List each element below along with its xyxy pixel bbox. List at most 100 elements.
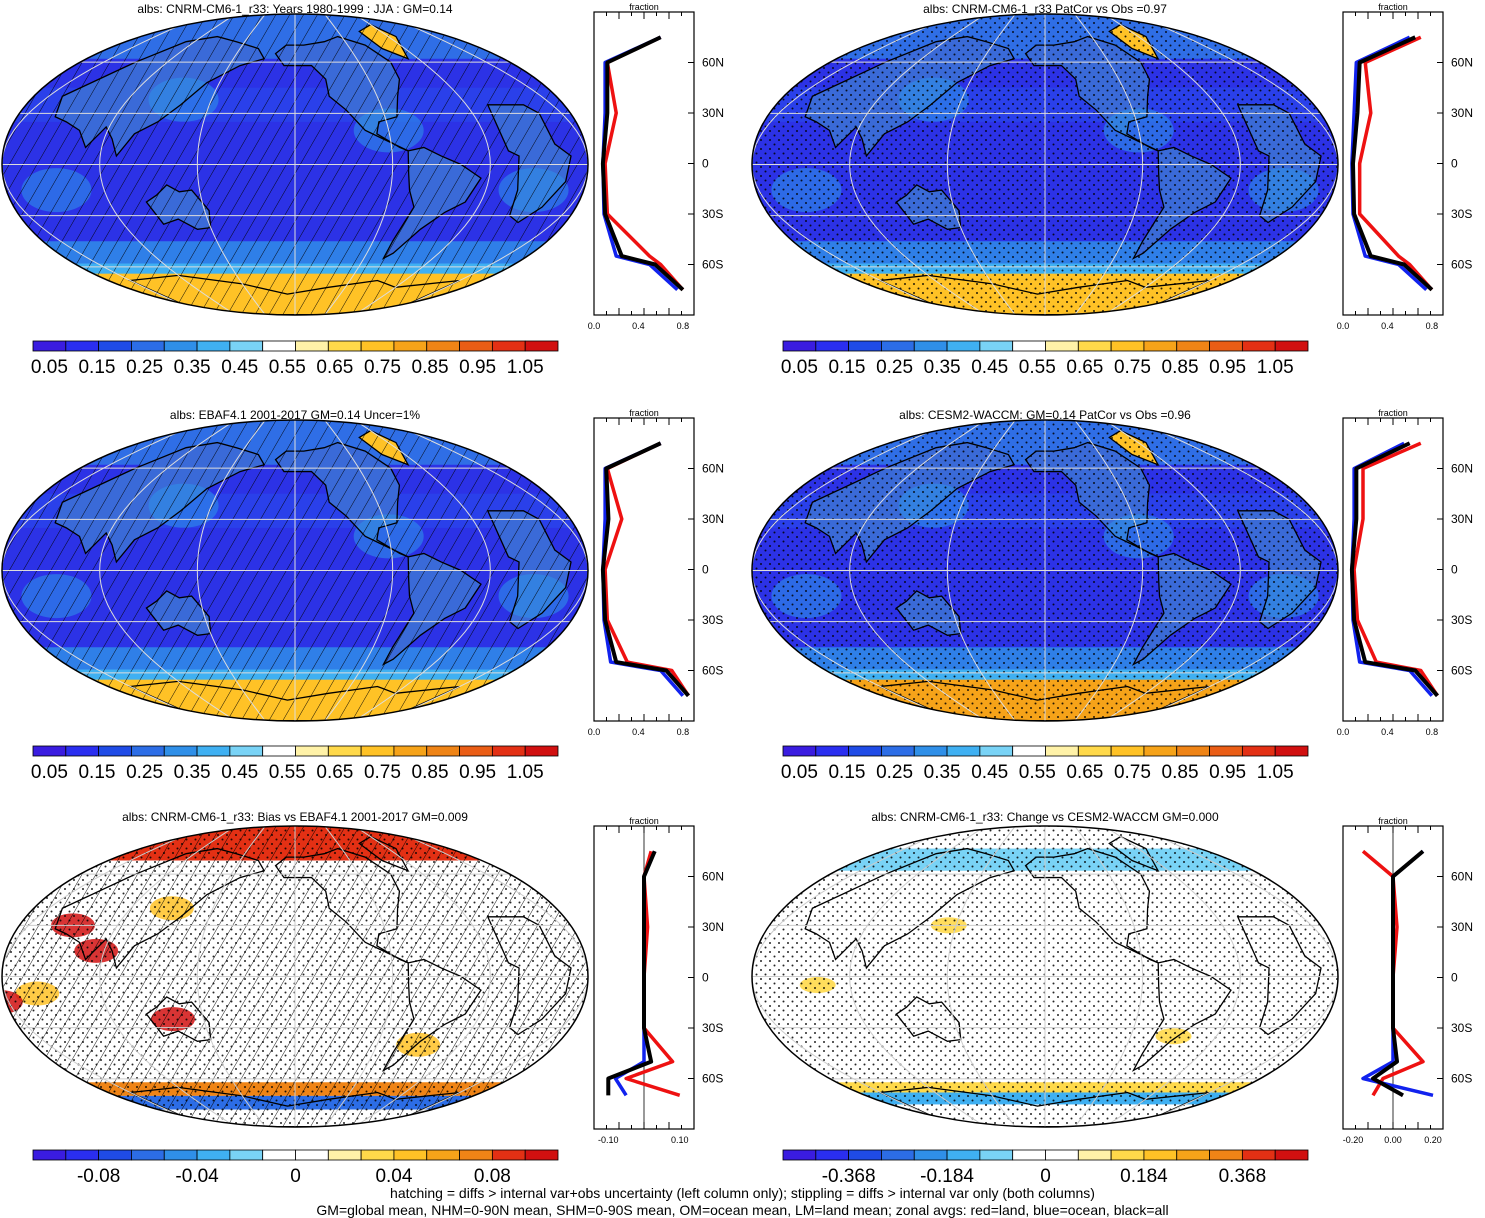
colorbar-swatch	[782, 1149, 817, 1161]
profile-lat-label: 60N	[1451, 462, 1473, 476]
profile-xtick-label: 0.0	[1337, 727, 1350, 737]
profile-xlabel: fraction	[629, 2, 659, 12]
colorbar-swatch	[295, 1149, 329, 1161]
colorbar-label: 0.75	[1114, 762, 1151, 783]
meridian-30	[2, 420, 206, 721]
profile-xlabel: fraction	[629, 816, 659, 826]
colorbar-swatch	[163, 340, 198, 352]
footer-line-2: GM=global mean, NHM=0-90N mean, SHM=0-90…	[316, 1202, 1169, 1218]
colorbar-swatch	[913, 1149, 948, 1161]
panel-title: albs: CNRM-CM6-1_r33: Bias vs EBAF4.1 20…	[122, 810, 468, 824]
colorbar-label: 0.95	[1209, 357, 1246, 378]
colorbar-label: 0.85	[1162, 762, 1199, 783]
colorbar-label: 0.65	[1066, 357, 1103, 378]
profile-xtick-label: 0.4	[632, 727, 645, 737]
colorbar-label: 0.15	[78, 762, 115, 783]
colorbar-swatch	[1110, 1149, 1145, 1161]
profile-xlabel: fraction	[1378, 408, 1408, 418]
colorbar-swatch	[393, 745, 428, 757]
colorbar-label: -0.08	[77, 1166, 120, 1187]
colorbar-swatch	[163, 745, 198, 757]
colorbar-label: 0.25	[126, 357, 163, 378]
profile-lat-label: 30S	[1451, 207, 1472, 221]
map-border	[1, 13, 589, 316]
meridian-270	[1074, 14, 1144, 315]
meridian-390	[384, 14, 588, 315]
colorbar-3: 0.05 0.15 0.25 0.35 0.45 0.55 0.65 0.75 0.85 0.95…	[31, 745, 559, 783]
meridian-90	[849, 826, 986, 1127]
colorbar-label: 0.45	[221, 762, 258, 783]
colorbar-swatch	[229, 340, 264, 352]
profile-xtick-label: 0.8	[1426, 321, 1439, 331]
meridian-90	[99, 14, 236, 315]
colorbar-label: 1.05	[507, 762, 544, 783]
colorbar-swatch	[979, 1149, 1014, 1161]
profile-lat-label: 60S	[1451, 258, 1472, 272]
colorbar-swatch	[229, 1149, 264, 1161]
colorbar-swatch	[459, 745, 493, 757]
map-border	[1, 419, 589, 722]
colorbar-label: 0.25	[126, 762, 163, 783]
map-border	[1, 825, 589, 1128]
colorbar-swatch	[98, 745, 132, 757]
meridian-90	[99, 420, 236, 721]
colorbar-swatch	[262, 340, 296, 352]
colorbar-label: 0.35	[924, 762, 961, 783]
profile-lat-label: 0	[702, 157, 709, 171]
colorbar-label: 0.55	[1019, 762, 1056, 783]
colorbar-swatch	[1143, 1149, 1178, 1161]
map-panel-2	[751, 13, 1339, 316]
colorbar-swatch	[491, 1149, 526, 1161]
colorbar-label: 0	[1040, 1166, 1051, 1187]
profile-xtick-label: 0.0	[588, 727, 601, 737]
meridian-90	[99, 826, 236, 1127]
meridian-150	[946, 420, 1016, 721]
meridian-150	[946, 826, 1016, 1127]
colorbar-swatch	[32, 745, 67, 757]
colorbar-label: 0.95	[459, 762, 496, 783]
meridian-90	[849, 14, 986, 315]
profile-xtick-label: 0.4	[1381, 727, 1394, 737]
colorbar-swatch	[848, 745, 882, 757]
zonal-profile-3: fraction 0.0 0.4 0.8 60N 30N 0 30S 60S	[588, 408, 724, 737]
map-panel-6	[751, 825, 1339, 1128]
colorbar-label: 0.15	[828, 762, 865, 783]
profile-lat-label: 30S	[702, 207, 723, 221]
profile-frame	[593, 417, 695, 722]
meridian-270	[1074, 826, 1144, 1127]
colorbar-label: 0.75	[364, 762, 401, 783]
colorbar-swatch	[946, 745, 981, 757]
zonal-profile-2: fraction 0.0 0.4 0.8 60N 30N 0 30S 60S	[1337, 2, 1473, 331]
colorbar-swatch	[1045, 745, 1079, 757]
colorbar-swatch	[782, 340, 817, 352]
profile-lat-label: 30S	[702, 613, 723, 627]
colorbar-label: -0.184	[920, 1166, 974, 1187]
zonal-profile-5: fraction -0.10 0.10 60N 30N 0 30S 60S	[593, 816, 724, 1145]
colorbar-swatch	[1176, 745, 1210, 757]
colorbar-swatch	[1274, 340, 1309, 352]
profile-lat-label: 60N	[702, 870, 724, 884]
map-border	[751, 419, 1339, 722]
colorbar-swatch	[262, 745, 296, 757]
colorbar-swatch	[426, 745, 460, 757]
colorbar-swatch	[946, 1149, 981, 1161]
colorbar-swatch	[98, 1149, 132, 1161]
colorbar-label: 0.45	[971, 762, 1008, 783]
colorbar-swatch	[360, 745, 395, 757]
colorbar-swatch	[360, 1149, 395, 1161]
colorbar-swatch	[426, 1149, 460, 1161]
colorbar-label: 0.05	[781, 762, 818, 783]
map-panel-4	[751, 419, 1339, 722]
profile-xtick-label: -0.10	[598, 1135, 619, 1145]
colorbar-swatch	[196, 745, 231, 757]
colorbar-label: 0.05	[781, 357, 818, 378]
colorbar-swatch	[1241, 340, 1276, 352]
profile-lat-label: 30N	[1451, 920, 1473, 934]
colorbar-label: 1.05	[1257, 357, 1294, 378]
colorbar-swatch	[32, 1149, 67, 1161]
colorbar-label: 0.15	[828, 357, 865, 378]
colorbar-swatch	[32, 340, 67, 352]
colorbar-label: 0.85	[412, 357, 449, 378]
colorbar-label: 0.65	[1066, 762, 1103, 783]
colorbar-swatch	[1209, 745, 1243, 757]
